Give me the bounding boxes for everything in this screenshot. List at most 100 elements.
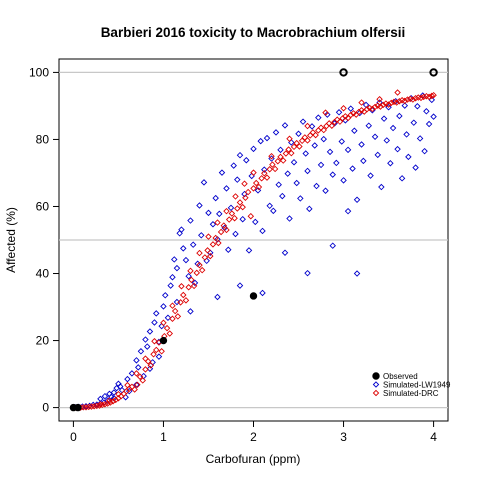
drc-point: [420, 93, 427, 101]
drc-point: [182, 297, 190, 304]
x-axis: 0 1 2 3 4: [70, 421, 437, 444]
drc-point: [266, 166, 273, 173]
drc-point: [279, 157, 287, 164]
y-axis-label: Affected (%): [4, 207, 18, 273]
lw1949-point: [421, 147, 428, 155]
observed-point: [339, 68, 348, 77]
lw1949-point: [252, 218, 259, 226]
lw1949-point: [286, 215, 293, 222]
drc-point: [205, 233, 212, 240]
legend-marker: [372, 389, 380, 397]
lw1949-point: [144, 343, 151, 350]
drc-point: [274, 157, 282, 165]
observed-point: [74, 403, 82, 412]
lw1949-point: [308, 123, 316, 130]
lw1949-point: [410, 119, 418, 126]
drc-point: [290, 143, 298, 151]
drc-point: [163, 324, 171, 332]
x-axis-label: Carbofuran (ppm): [206, 452, 301, 466]
lw1949-point: [239, 215, 246, 223]
y-tick-label: 60: [36, 199, 50, 213]
drc-point: [101, 401, 109, 408]
drc-point: [188, 276, 195, 284]
lw1949-point: [259, 227, 266, 235]
drc-point: [196, 261, 203, 269]
lw1949-point: [261, 166, 268, 173]
lw1949-point: [245, 247, 253, 254]
x-tick-label: 2: [250, 430, 257, 444]
lw1949-point: [176, 230, 183, 237]
drc-point: [124, 381, 131, 389]
lw1949-point: [324, 111, 331, 118]
drc-point: [147, 362, 155, 369]
legend-item: Simulated-LW1949: [372, 381, 451, 390]
lw1949-point: [313, 182, 320, 190]
drc-point: [377, 103, 384, 110]
lw1949-point: [128, 370, 136, 377]
y-tick-label: 100: [29, 65, 49, 79]
drc-point: [298, 137, 306, 145]
drc-point: [401, 97, 409, 105]
drc-point: [217, 228, 225, 236]
drc-point: [271, 165, 279, 173]
observed-point: [159, 336, 168, 345]
lw1949-point: [358, 141, 365, 148]
x-tick-label: 0: [70, 430, 77, 444]
drc-point: [231, 214, 238, 222]
lw1949-point: [203, 257, 210, 265]
drc-point: [376, 95, 383, 103]
drc-point: [355, 108, 363, 116]
drc-point: [201, 254, 209, 261]
lw1949-point: [344, 146, 352, 154]
drc-point: [342, 113, 349, 120]
drc-point: [85, 403, 92, 411]
lw1949-point: [299, 118, 307, 125]
drc-point: [90, 403, 98, 410]
lw1949-point: [351, 127, 358, 134]
lw1949-point: [412, 164, 419, 171]
drc-point: [258, 175, 265, 182]
drc-point: [169, 302, 176, 309]
lw1949-point: [185, 272, 192, 280]
lw1949-point: [425, 120, 433, 128]
drc-point: [385, 101, 392, 108]
lw1949-point: [320, 135, 327, 143]
lw1949-point: [290, 159, 298, 166]
lw1949-point: [326, 148, 334, 156]
lw1949-point: [281, 249, 289, 256]
lw1949-point: [171, 256, 178, 263]
lw1949-point: [315, 114, 322, 121]
y-tick-label: 80: [36, 132, 50, 146]
lw1949-point: [333, 159, 340, 167]
lw1949-point: [248, 172, 255, 180]
lw1949-point: [385, 104, 392, 111]
lw1949-point: [414, 103, 421, 110]
drc-point: [388, 99, 395, 107]
lw1949-point: [394, 145, 401, 153]
drc-point: [363, 106, 371, 113]
legend-marker: [372, 372, 380, 380]
lw1949-point: [115, 380, 122, 388]
drc-point: [425, 93, 433, 101]
drc-point: [223, 226, 230, 234]
lw1949-point: [378, 183, 385, 191]
drc-point: [296, 143, 303, 150]
lw1949-point: [353, 196, 361, 204]
x-tick-label: 4: [430, 430, 437, 444]
drc-point: [247, 212, 255, 220]
drc-point: [263, 174, 271, 181]
drc-point: [242, 194, 249, 202]
drc-point: [252, 179, 260, 187]
drc-point: [160, 319, 167, 327]
drc-point: [228, 210, 236, 217]
drc-point: [320, 126, 327, 134]
drc-point: [136, 373, 144, 380]
lw1949-point: [329, 171, 336, 178]
drc-point: [174, 313, 182, 320]
drc-point: [214, 219, 221, 226]
drc-point: [404, 96, 411, 103]
drc-point: [322, 109, 329, 116]
lw1949-point: [304, 269, 311, 277]
lw1949-point: [389, 124, 397, 132]
drc-point: [153, 346, 160, 354]
